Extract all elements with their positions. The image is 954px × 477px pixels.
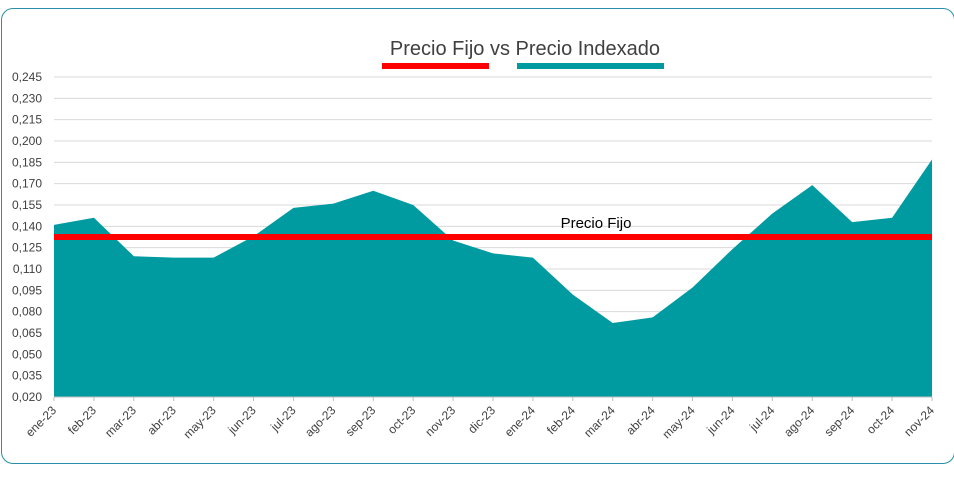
x-tick-label: mar-23: [102, 403, 139, 440]
y-tick-label: 0,065: [12, 326, 42, 340]
x-tick-label: jun-23: [224, 403, 258, 437]
x-tick-label: may-24: [659, 403, 697, 441]
y-tick-label: 0,230: [12, 91, 42, 105]
y-tick-label: 0,185: [12, 155, 42, 169]
indexed-price-area: [54, 159, 932, 397]
y-tick-label: 0,035: [12, 369, 42, 383]
x-tick-label: dic-23: [465, 403, 498, 436]
y-tick-label: 0,050: [12, 347, 42, 361]
x-tick-label: sep-24: [821, 403, 857, 439]
x-tick-label: nov-24: [901, 403, 937, 439]
x-tick-label: feb-23: [65, 403, 99, 437]
x-tick-label: mar-24: [581, 403, 618, 440]
y-tick-label: 0,080: [12, 305, 42, 319]
y-tick-label: 0,155: [12, 198, 42, 212]
y-axis: 0,020 0,035 0,050 0,065 0,080 0,095 0,110 0,125…: [12, 70, 42, 404]
x-tick-label: feb-24: [544, 403, 578, 437]
x-tick-label: ago-24: [781, 403, 818, 440]
y-tick-label: 0,245: [12, 70, 42, 84]
x-tick-label: sep-23: [343, 403, 379, 439]
y-tick-label: 0,140: [12, 219, 42, 233]
x-tick-label: oct-24: [864, 403, 898, 437]
x-axis: ene-23 feb-23 mar-23 abr-23 may-23 jun-23 jul-…: [23, 397, 937, 441]
x-tick-label: jul-23: [267, 403, 299, 435]
legend-swatch-fixed: [382, 63, 489, 69]
x-tick-label: abr-23: [144, 403, 179, 438]
legend-swatch-indexed: [517, 63, 664, 69]
x-tick-label: may-23: [181, 403, 219, 441]
y-tick-label: 0,095: [12, 283, 42, 297]
y-tick-label: 0,020: [12, 390, 42, 404]
y-tick-label: 0,110: [13, 262, 42, 276]
annotation-precio-fijo: Precio Fijo: [561, 215, 632, 232]
x-tick-label: nov-23: [422, 403, 458, 439]
y-tick-label: 0,125: [12, 241, 42, 255]
x-tick-label: jul-24: [746, 403, 778, 435]
chart-title: Precio Fijo vs Precio Indexado: [390, 38, 660, 60]
x-tick-label: jun-24: [703, 403, 737, 437]
chart-frame: [1, 8, 954, 464]
x-tick-label: ene-23: [23, 403, 60, 440]
x-tick-label: oct-23: [385, 403, 419, 437]
y-tick-label: 0,200: [12, 134, 42, 148]
y-tick-label: 0,215: [12, 113, 42, 127]
x-tick-label: abr-24: [623, 403, 658, 438]
plot-area: [54, 159, 932, 398]
x-tick-label: ene-24: [502, 403, 539, 440]
x-tick-label: ago-23: [302, 403, 339, 440]
y-tick-label: 0,170: [12, 177, 42, 191]
